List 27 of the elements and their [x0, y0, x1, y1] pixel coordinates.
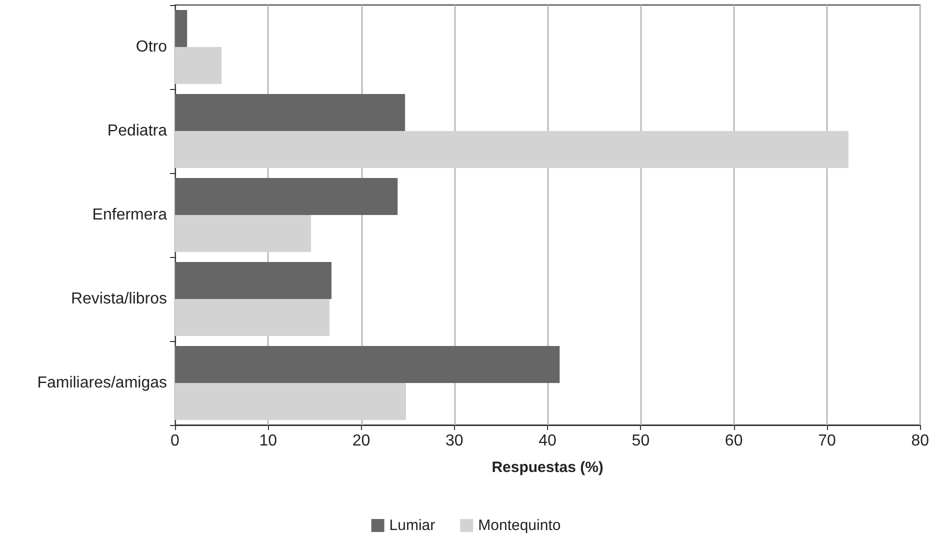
x-tick-label: 0	[170, 432, 180, 450]
x-tick-label: 60	[724, 432, 743, 450]
x-tick-label: 10	[259, 432, 278, 450]
bar	[175, 215, 311, 252]
bar	[175, 262, 332, 299]
legend-label: Montequinto	[478, 517, 561, 534]
y-tick-label: Enfermera	[92, 206, 168, 224]
bar	[175, 47, 222, 84]
bar	[175, 383, 406, 420]
x-tick-label: 70	[818, 432, 836, 450]
x-tick-label: 30	[446, 432, 464, 450]
legend-label: Lumiar	[389, 517, 436, 534]
y-tick-label: Pediatra	[107, 122, 168, 140]
y-tick-label: Revista/libros	[70, 290, 167, 308]
bar	[175, 131, 848, 168]
x-tick-label: 40	[538, 432, 557, 450]
bar	[175, 94, 406, 131]
x-tick-label: 50	[632, 432, 650, 450]
bar	[175, 346, 560, 383]
y-tick-label: Familiares/amigas	[37, 374, 167, 392]
y-tick-label: Otro	[136, 38, 168, 56]
x-axis-title: Respuestas (%)	[492, 459, 604, 476]
x-tick-label: 80	[911, 432, 930, 450]
bar	[175, 178, 398, 215]
bar	[175, 10, 188, 47]
x-tick-label: 20	[352, 432, 370, 450]
bar	[175, 299, 330, 336]
